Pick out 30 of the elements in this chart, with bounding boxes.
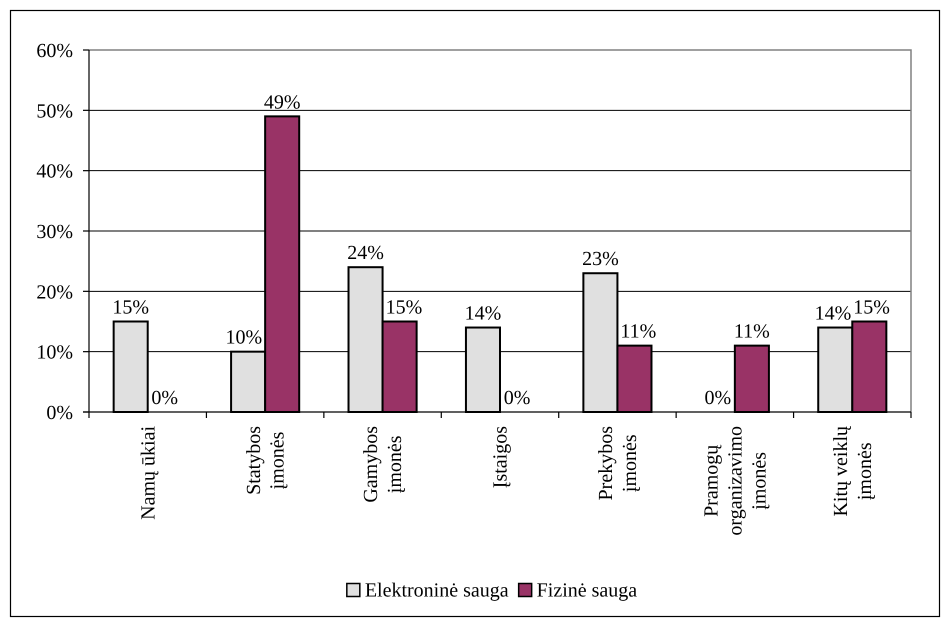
x-tick-label: Pramogų organizavimo įmonės: [700, 426, 770, 536]
x-tick-label: Prekybos įmonės: [595, 426, 642, 500]
y-tick-label: 10%: [36, 342, 73, 364]
y-tick-label: 60%: [36, 40, 73, 62]
legend-label: Fizinė sauga: [536, 580, 638, 602]
data-label: 10%: [225, 326, 262, 349]
y-tick-label: 20%: [36, 281, 73, 304]
data-label: 0%: [151, 387, 178, 409]
x-tick-label: Namų ūkiai: [137, 426, 160, 520]
data-label: 11%: [620, 320, 656, 343]
data-label: 15%: [386, 296, 422, 318]
y-tick-label: 30%: [36, 221, 73, 243]
data-label: 23%: [582, 248, 619, 270]
data-label: 14%: [814, 302, 852, 325]
data-label: 0%: [504, 387, 530, 409]
data-label: 11%: [734, 320, 770, 343]
data-label: 49%: [264, 91, 301, 114]
data-label: 15%: [112, 296, 150, 318]
x-tick-label: Gamybos įmonės: [360, 426, 406, 503]
x-tick-label: Statybos įmonės: [242, 426, 289, 495]
x-tick-label: Kitų veiklų įmonės: [830, 425, 876, 517]
data-label: 15%: [853, 296, 890, 318]
legend-label: Elektroninė sauga: [364, 580, 509, 602]
y-tick-label: 40%: [36, 160, 73, 183]
data-label: 0%: [704, 387, 732, 409]
x-tick-label: Įstaigos: [490, 426, 512, 488]
y-tick-label: 0%: [46, 402, 73, 424]
data-label: 14%: [464, 302, 502, 325]
data-label: 24%: [347, 242, 384, 264]
y-tick-label: 50%: [36, 100, 73, 122]
